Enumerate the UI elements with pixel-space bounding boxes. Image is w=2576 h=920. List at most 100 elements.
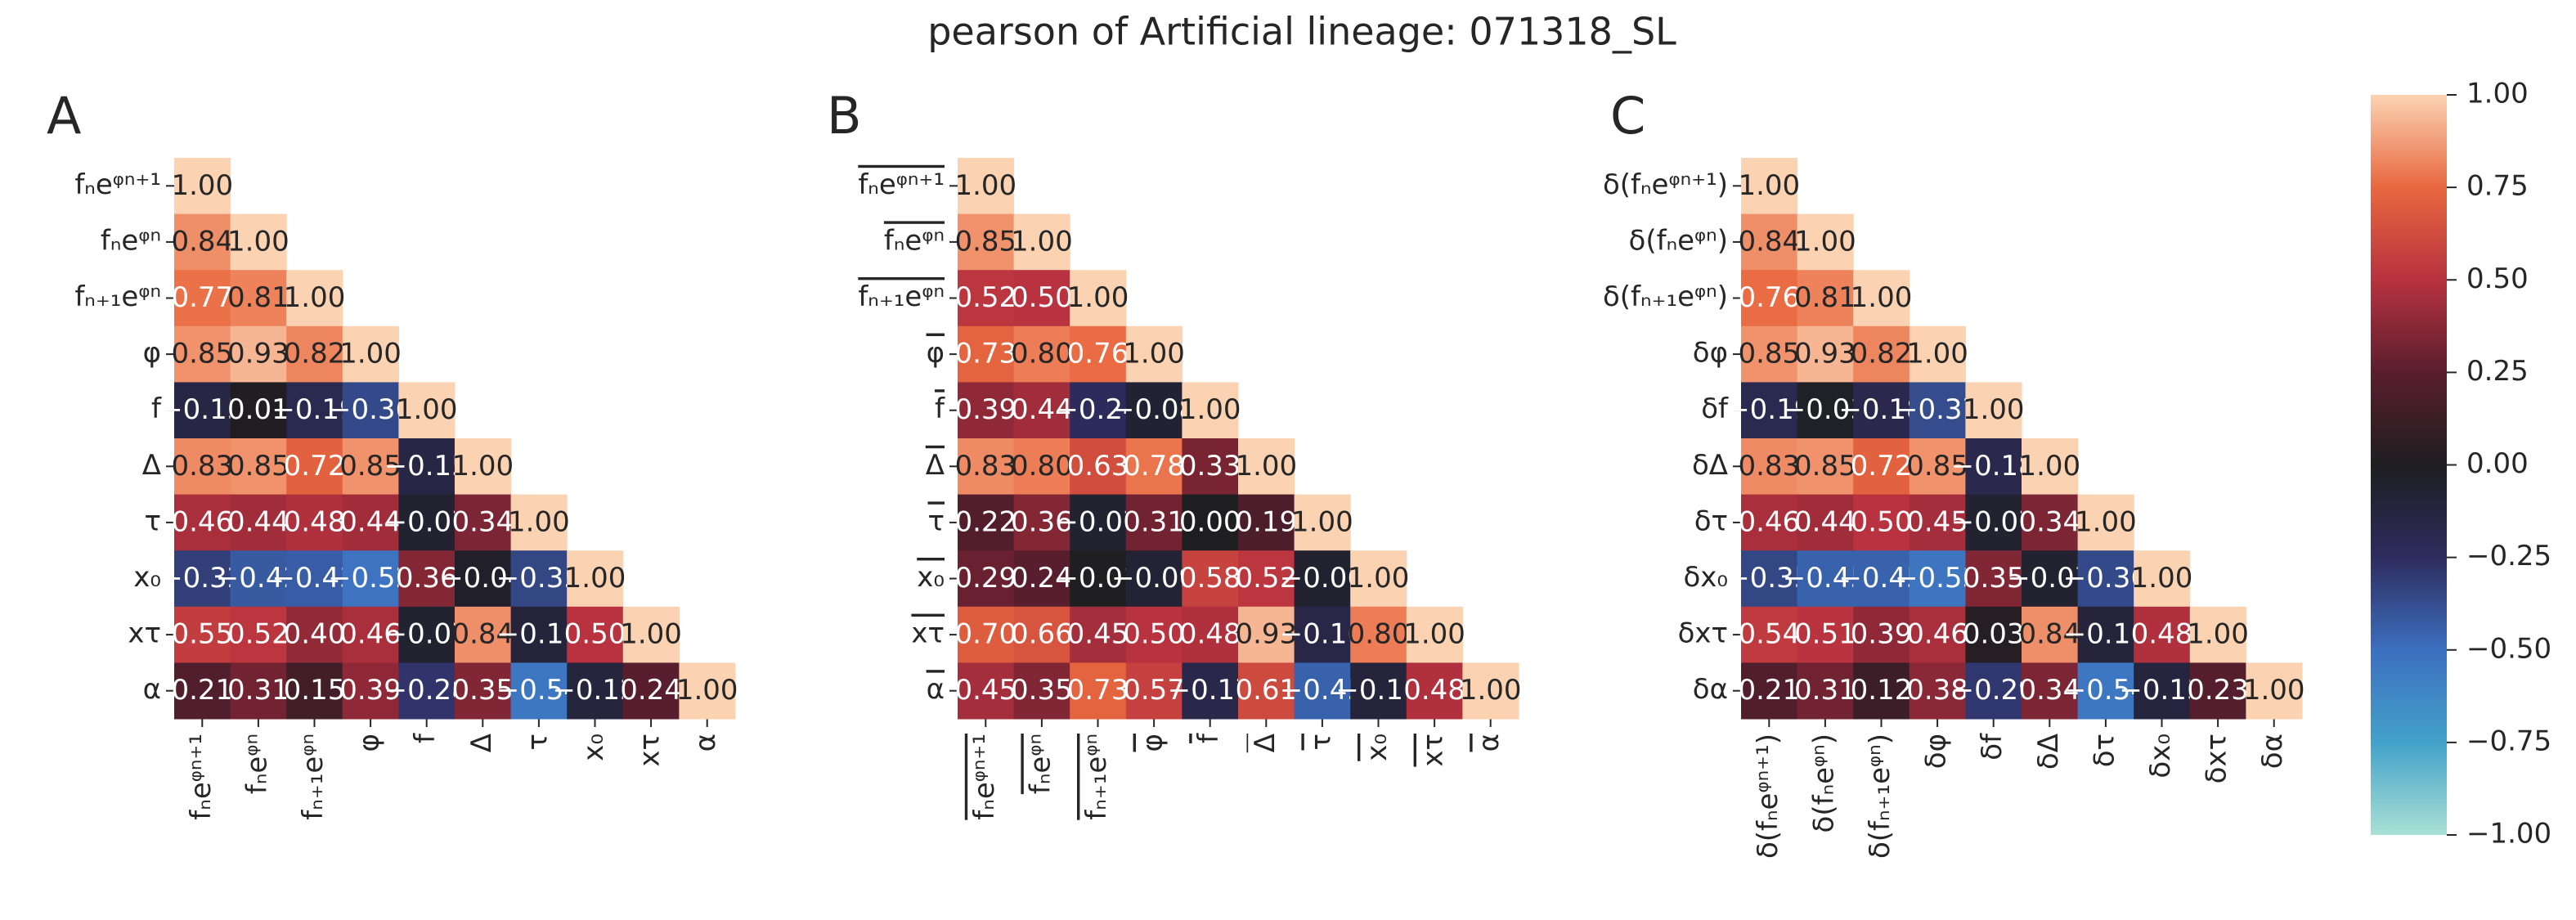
- heatmap-cell: [1853, 662, 1910, 720]
- x-tick-label: xτ: [634, 734, 666, 767]
- y-tick-label: δ(fₙ₊₁eᵠⁿ): [1603, 280, 1728, 313]
- heatmap-cell: [2077, 550, 2134, 608]
- cell-value-label: 1.00: [1851, 281, 1913, 314]
- cell-value-label: 1.00: [1348, 562, 1410, 595]
- heatmap-cell: [1013, 382, 1070, 439]
- heatmap-cell: [174, 606, 231, 663]
- cell-value-label: 0.31: [1123, 505, 1185, 538]
- cell-value-label: 0.81: [227, 281, 289, 314]
- y-tick-label: α: [927, 673, 945, 706]
- x-tick-label: fₙeᵠⁿ⁺¹: [185, 734, 218, 820]
- heatmap-cell: [1013, 213, 1070, 271]
- heatmap-cell: [1741, 550, 1798, 608]
- heatmap-cell: [1182, 662, 1239, 720]
- cell-value-label: 0.39: [1851, 618, 1913, 651]
- heatmap-cell: [1853, 325, 1910, 383]
- cell-value-label: 0.46: [1738, 505, 1800, 538]
- cell-value-label: 0.93: [227, 338, 289, 370]
- x-tick-label: τ: [1304, 734, 1337, 750]
- heatmap-cell: [342, 382, 399, 439]
- heatmap-cell: [286, 662, 343, 720]
- x-tick-label: δφ: [1920, 734, 1953, 769]
- heatmap-cell: [230, 550, 287, 608]
- x-tick-label: f: [1192, 733, 1225, 743]
- heatmap-cell: [286, 438, 343, 496]
- cell-value-label: 0.93: [1235, 618, 1297, 651]
- heatmap-cell: [398, 606, 456, 663]
- figure-title: pearson of Artificial lineage: 071318_SL: [927, 10, 1676, 54]
- y-tick-label: fₙeᵠⁿ: [884, 224, 945, 257]
- heatmap-cell: [1125, 438, 1183, 496]
- cell-value-label: 0.21: [171, 674, 233, 707]
- cell-value-label: 0.24: [1011, 562, 1073, 595]
- heatmap-cell: [398, 438, 456, 496]
- heatmap-cell: [1182, 382, 1239, 439]
- heatmap-cell: [1909, 662, 1966, 720]
- cell-value-label: 0.46: [339, 618, 402, 651]
- y-tick-label: fₙeᵠⁿ⁺¹: [74, 168, 161, 201]
- cell-value-label: 0.19: [1235, 505, 1297, 538]
- cell-value-label: 1.00: [1403, 618, 1465, 651]
- colorbar-tick-label: 0.25: [2466, 355, 2529, 388]
- heatmap-cell: [1238, 550, 1295, 608]
- cell-value-label: 1.00: [1794, 225, 1856, 258]
- y-tick-label: φ: [143, 337, 161, 370]
- heatmap-cell: [1741, 606, 1798, 663]
- cell-value-label: 0.31: [227, 674, 289, 707]
- heatmap-cell: [455, 606, 512, 663]
- heatmap-cell: [174, 438, 231, 496]
- heatmap-cell: [2134, 606, 2191, 663]
- heatmap-cell: [455, 662, 512, 720]
- cell-value-label: 1.00: [396, 393, 458, 426]
- x-tick-label: fₙeᵠⁿ⁺¹: [968, 734, 1001, 820]
- heatmap-cell: [455, 438, 512, 496]
- cell-value-label: 0.52: [1235, 562, 1297, 595]
- heatmap-cell: [1462, 662, 1519, 720]
- y-tick-label: δφ: [1693, 337, 1728, 370]
- cell-value-label: 0.38: [1906, 674, 1968, 707]
- cell-value-label: 0.85: [1738, 338, 1800, 370]
- cell-value-label: 0.93: [1794, 338, 1856, 370]
- heatmap-cell: [1909, 494, 1966, 551]
- cell-value-label: 0.85: [954, 225, 1016, 258]
- y-tick-label: xτ: [911, 617, 945, 650]
- heatmap-cell: [1070, 550, 1127, 608]
- cell-value-label: 1.00: [2018, 450, 2080, 482]
- cell-value-label: 0.45: [1067, 618, 1129, 651]
- cell-value-label: 0.58: [1179, 562, 1241, 595]
- heatmap-cell: [958, 438, 1015, 496]
- cell-value-label: 0.48: [1403, 674, 1465, 707]
- x-tick-label: x₀: [577, 734, 610, 761]
- x-tick-label: δτ: [2088, 734, 2120, 767]
- x-tick-label: xτ: [1417, 734, 1450, 767]
- heatmap-cell: [1125, 494, 1183, 551]
- x-tick-label: Δ: [1249, 734, 1281, 752]
- heatmap-cell: [230, 438, 287, 496]
- cell-value-label: 0.01: [227, 393, 289, 426]
- heatmap-cell: [1965, 438, 2022, 496]
- y-tick-label: x₀: [917, 561, 945, 594]
- cell-value-label: 0.15: [284, 674, 346, 707]
- x-tick-label: δ(fₙ₊₁eᵠⁿ): [1864, 734, 1896, 859]
- cell-value-label: 0.84: [1738, 225, 1800, 258]
- cell-value-label: 0.52: [227, 618, 289, 651]
- cell-value-label: 0.73: [954, 338, 1016, 370]
- heatmap-cell: [1294, 606, 1351, 663]
- cell-value-label: 1.00: [171, 169, 233, 202]
- heatmap-cell: [1013, 270, 1070, 327]
- heatmap-cell: [2077, 494, 2134, 551]
- heatmap-cell: [510, 494, 568, 551]
- heatmap-cell: [1125, 550, 1183, 608]
- heatmap-cell: [1853, 382, 1910, 439]
- y-tick-label: f: [151, 393, 162, 425]
- heatmap-cell: [1070, 438, 1127, 496]
- heatmap-cell: [342, 494, 399, 551]
- cell-value-label: 1.00: [620, 618, 682, 651]
- cell-value-label: 1.00: [1067, 281, 1129, 314]
- x-tick-label: δ(fₙeᵠⁿ⁺¹): [1752, 734, 1784, 859]
- heatmap-cell: [1909, 550, 1966, 608]
- heatmap-cell: [2022, 662, 2079, 720]
- heatmap-cell: [230, 494, 287, 551]
- heatmap-cell: [1070, 662, 1127, 720]
